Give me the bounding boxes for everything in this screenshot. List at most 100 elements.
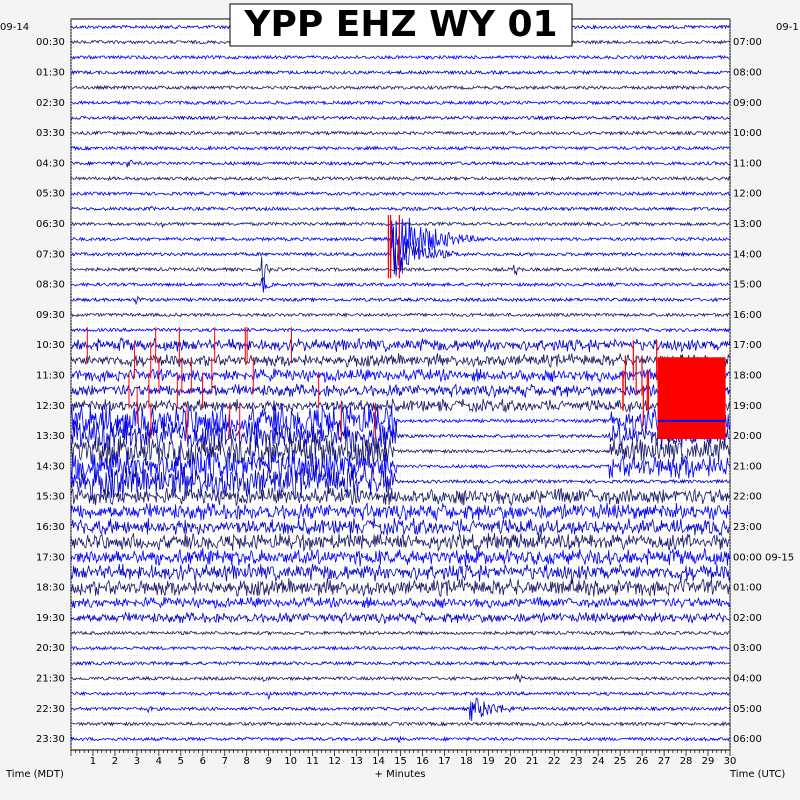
trace-line xyxy=(70,327,731,333)
trace-line xyxy=(70,295,731,306)
trace-line xyxy=(70,205,731,212)
right-time-label: 16:00 xyxy=(733,310,762,321)
trace-line xyxy=(70,54,730,61)
x-tick-label: 10 xyxy=(284,756,297,767)
x-tick-label: 14 xyxy=(372,756,385,767)
right-time-label: 11:00 xyxy=(733,158,762,169)
right-time-label: 12:00 xyxy=(733,189,762,200)
left-time-label: 20:30 xyxy=(36,643,65,654)
left-time-label: 12:30 xyxy=(36,401,65,412)
right-time-label: 10:00 xyxy=(733,128,762,139)
trace-line xyxy=(70,578,731,598)
right-time-label: 18:00 xyxy=(733,370,762,381)
x-tick-label: 5 xyxy=(178,756,184,767)
left-time-label: 17:30 xyxy=(36,552,65,563)
left-time-label: 14:30 xyxy=(36,461,65,472)
left-time-label: 02:30 xyxy=(36,98,65,109)
trace-line xyxy=(70,595,731,609)
x-tick-label: 9 xyxy=(266,756,272,767)
x-tick-label: 13 xyxy=(350,756,363,767)
x-tick-label: 1 xyxy=(90,756,96,767)
x-tick-label: 27 xyxy=(658,756,671,767)
x-tick-label: 20 xyxy=(504,756,517,767)
trace-line xyxy=(70,114,731,121)
trace-line xyxy=(70,99,731,106)
trace-line xyxy=(70,69,731,76)
x-tick-label: 18 xyxy=(460,756,473,767)
trace-line xyxy=(70,563,731,583)
right-time-label: 08:00 xyxy=(733,67,762,78)
x-tick-label: 19 xyxy=(482,756,495,767)
trace-line xyxy=(70,403,731,439)
right-time-label: 02:00 xyxy=(733,613,762,624)
trace-line xyxy=(70,502,731,522)
left-axis-title: Time (MDT) xyxy=(5,769,64,780)
trace-line xyxy=(70,221,731,228)
trace-line xyxy=(70,433,731,471)
trace-line xyxy=(70,547,731,567)
x-tick-label: 17 xyxy=(438,756,451,767)
x-tick-label: 4 xyxy=(156,756,162,767)
x-tick-label: 25 xyxy=(614,756,627,767)
trace-line xyxy=(70,367,731,384)
trace-line xyxy=(70,690,731,700)
left-time-label: 03:30 xyxy=(36,128,65,139)
right-time-label: 21:00 xyxy=(733,461,762,472)
trace-line xyxy=(70,217,731,275)
title-box xyxy=(229,3,573,47)
trace-line xyxy=(70,462,731,501)
left-time-label: 06:30 xyxy=(36,219,65,230)
trace-line xyxy=(70,231,731,277)
right-time-label: 05:00 xyxy=(733,704,762,715)
trace-line xyxy=(70,630,731,636)
trace-line xyxy=(70,697,731,722)
right-time-label: 23:00 xyxy=(733,522,762,533)
trace-line xyxy=(70,84,731,91)
trace-line xyxy=(70,277,731,293)
x-tick-label: 29 xyxy=(702,756,715,767)
right-time-label: 17:00 xyxy=(733,340,762,351)
clipped-block xyxy=(657,357,726,440)
left-time-axis: 00:30 01:30 02:30 03:30 04:30 05:30 06:30 07:30… xyxy=(36,37,65,745)
trace-line xyxy=(70,159,731,168)
x-tick-label: 28 xyxy=(680,756,693,767)
x-tick-label: 24 xyxy=(592,756,605,767)
right-time-label: 03:00 xyxy=(733,643,762,654)
left-time-label: 10:30 xyxy=(36,340,65,351)
trace-line xyxy=(70,419,731,453)
x-tick-label: 22 xyxy=(548,756,561,767)
trace-line xyxy=(70,398,731,414)
x-tick-label: 30 xyxy=(724,756,737,767)
trace-line xyxy=(70,660,731,667)
trace-line xyxy=(70,611,731,625)
left-time-label: 23:30 xyxy=(36,734,65,745)
x-tick-label: 8 xyxy=(244,756,250,767)
x-tick-label: 16 xyxy=(416,756,429,767)
x-tick-label: 11 xyxy=(306,756,319,767)
x-tick-label: 12 xyxy=(328,756,341,767)
grid-lines xyxy=(70,19,731,750)
trace-line xyxy=(70,532,731,552)
trace-line xyxy=(70,735,731,743)
x-tick-label: 15 xyxy=(394,756,407,767)
left-time-label: 00:30 xyxy=(36,37,65,48)
left-time-label: 07:30 xyxy=(36,249,65,260)
seismic-traces xyxy=(70,23,731,743)
left-time-label: 15:30 xyxy=(36,492,65,503)
x-tick-label: 6 xyxy=(200,756,206,767)
left-time-label: 22:30 xyxy=(36,704,65,715)
trace-line xyxy=(70,336,731,353)
left-time-label: 09:30 xyxy=(36,310,65,321)
trace-line xyxy=(70,256,731,283)
x-tick-label: 3 xyxy=(134,756,140,767)
right-time-label: 15:00 xyxy=(733,280,762,291)
left-time-label: 11:30 xyxy=(36,370,65,381)
right-time-label: 22:00 xyxy=(733,492,762,503)
left-time-label: 21:30 xyxy=(36,673,65,684)
trace-line xyxy=(70,175,731,182)
right-date-label: 09-1 xyxy=(776,22,799,33)
x-tick-label: 23 xyxy=(570,756,583,767)
right-time-label: 00:00 09-15 xyxy=(733,552,794,563)
right-time-label: 09:00 xyxy=(733,98,762,109)
